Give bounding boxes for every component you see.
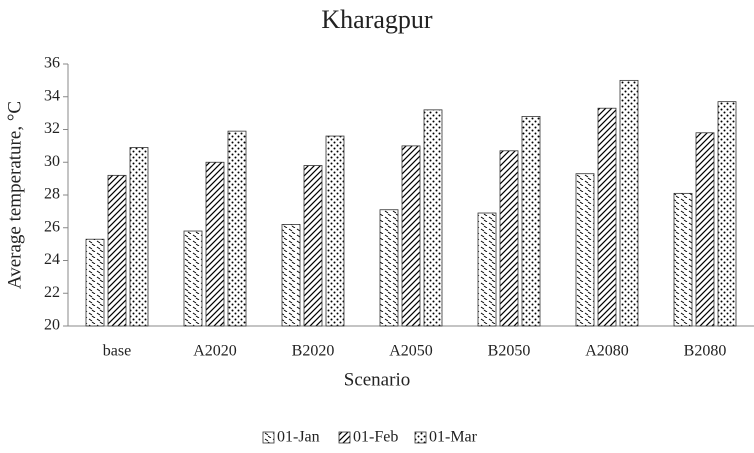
x-tick-label: B2080 xyxy=(684,343,727,360)
x-tick-label: base xyxy=(103,343,131,360)
legend-swatch xyxy=(262,431,275,444)
bar xyxy=(107,174,127,327)
bar xyxy=(477,212,497,327)
bar xyxy=(499,150,519,327)
bar xyxy=(597,107,617,327)
bar xyxy=(85,238,105,327)
bar xyxy=(575,173,595,327)
y-tick-label: 30 xyxy=(44,153,60,170)
bar xyxy=(673,192,693,327)
x-axis-title: Scenario xyxy=(344,369,410,390)
legend-label: 01-Jan xyxy=(277,429,320,446)
x-tick-label: B2050 xyxy=(488,343,531,360)
y-tick-label: 24 xyxy=(44,251,60,268)
chart-title: Kharagpur xyxy=(321,5,433,34)
bar xyxy=(619,79,639,327)
bar xyxy=(325,135,345,327)
legend-swatch xyxy=(338,431,351,444)
bar xyxy=(303,165,323,327)
x-tick-label: B2020 xyxy=(292,343,335,360)
y-tick-label: 22 xyxy=(44,284,60,301)
bar xyxy=(281,224,301,327)
bar xyxy=(205,161,225,327)
x-tick-label: A2080 xyxy=(585,343,629,360)
bar xyxy=(183,230,203,327)
bar xyxy=(521,116,541,327)
y-tick-label: 26 xyxy=(44,218,60,235)
y-tick-label: 32 xyxy=(44,120,60,137)
legend-label: 01-Feb xyxy=(353,429,398,446)
bar xyxy=(423,109,443,327)
y-tick-label: 34 xyxy=(44,87,60,104)
bar xyxy=(379,209,399,327)
bar xyxy=(401,145,421,327)
y-tick-label: 36 xyxy=(44,55,60,72)
bar xyxy=(695,132,715,327)
x-tick-label: A2020 xyxy=(193,343,237,360)
bar xyxy=(227,130,247,327)
y-axis-title: Average temperature, °C xyxy=(4,101,25,289)
legend-swatch xyxy=(414,431,427,444)
bar xyxy=(717,101,737,327)
x-tick-label: A2050 xyxy=(389,343,433,360)
y-tick-label: 20 xyxy=(44,317,60,334)
legend-label: 01-Mar xyxy=(429,429,478,446)
bar xyxy=(129,147,149,327)
y-tick-label: 28 xyxy=(44,186,60,203)
